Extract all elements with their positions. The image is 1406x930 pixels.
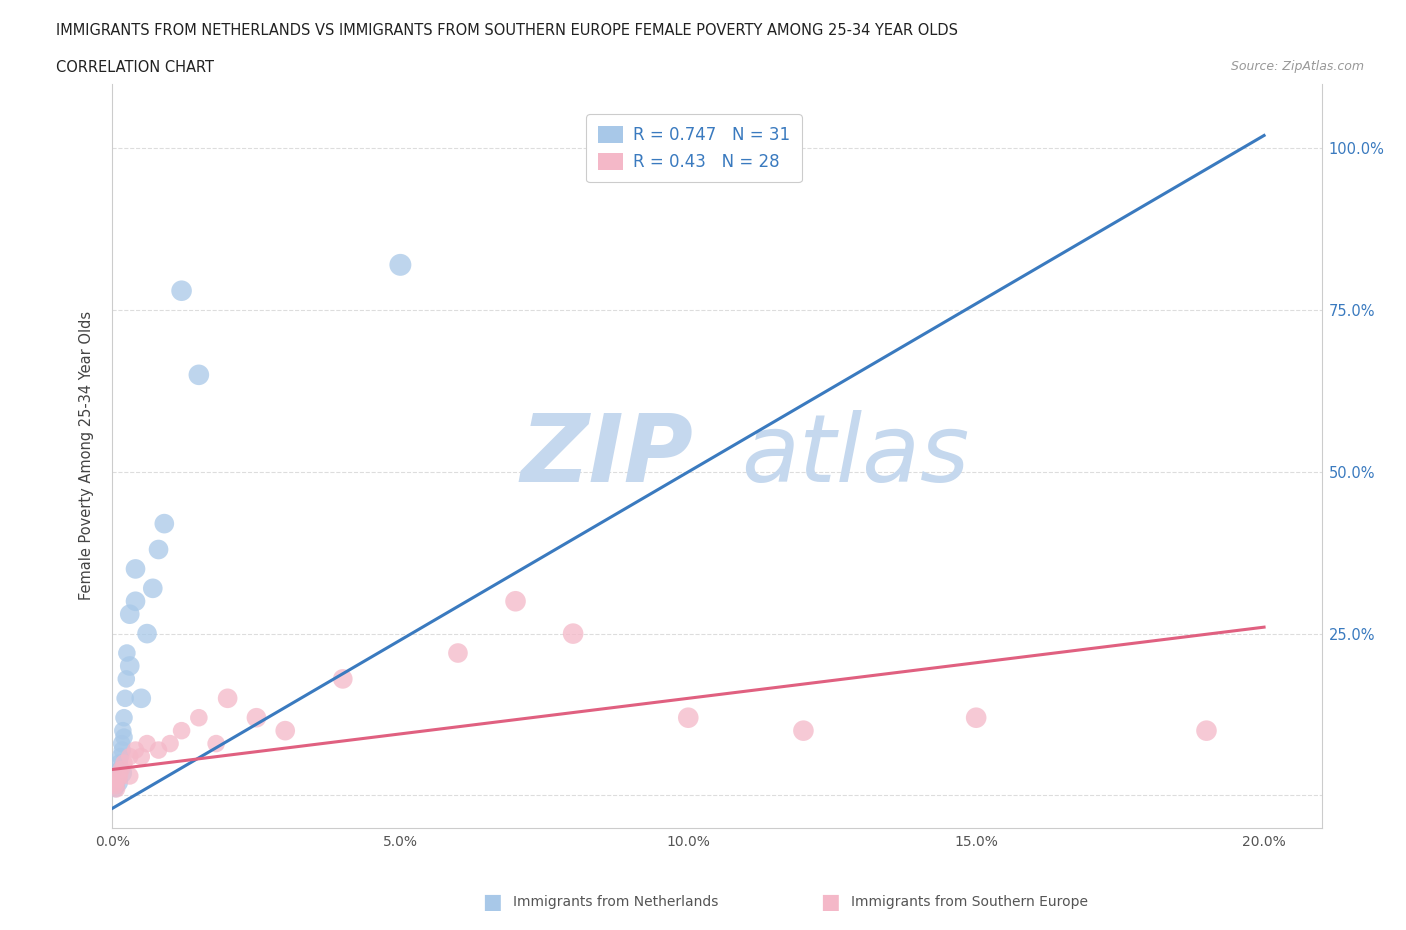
Point [112,755,135,770]
Point [148,542,170,557]
Text: IMMIGRANTS FROM NETHERLANDS VS IMMIGRANTS FROM SOUTHERN EUROPE FEMALE POVERTY AM: IMMIGRANTS FROM NETHERLANDS VS IMMIGRANT… [56,23,959,38]
Point [159,737,181,751]
Point [205,737,228,751]
Text: atlas: atlas [741,410,970,501]
Point [170,724,193,738]
Point [110,749,132,764]
Point [118,658,141,673]
Point [112,711,135,725]
Text: ■: ■ [820,892,839,912]
Point [103,775,125,790]
Point [136,626,159,641]
Point [104,778,127,793]
Point [187,367,209,382]
Text: ZIP: ZIP [520,410,693,501]
Point [124,743,146,758]
Point [245,711,267,725]
Point [104,781,127,796]
Point [111,737,134,751]
Point [107,772,129,787]
Point [105,781,128,796]
Point [505,594,527,609]
Point [112,730,135,745]
Point [108,755,131,770]
Point [148,743,170,758]
Text: Source: ZipAtlas.com: Source: ZipAtlas.com [1230,60,1364,73]
Point [678,711,700,725]
Point [129,749,152,764]
Text: ■: ■ [482,892,502,912]
Point [142,581,165,596]
Point [107,768,129,783]
Point [792,724,814,738]
Y-axis label: Female Poverty Among 25-34 Year Olds: Female Poverty Among 25-34 Year Olds [79,312,94,600]
Point [111,743,134,758]
Point [562,626,585,641]
Point [111,724,134,738]
Point [124,594,146,609]
Point [114,691,136,706]
Point [105,778,128,793]
Point [129,691,152,706]
Point [118,606,141,621]
Point [447,645,470,660]
Point [118,749,141,764]
Text: Immigrants from Southern Europe: Immigrants from Southern Europe [851,895,1088,910]
Point [110,765,132,780]
Point [124,562,146,577]
Point [187,711,209,725]
Point [108,762,131,777]
Point [107,768,129,783]
Point [105,772,128,787]
Point [115,671,138,686]
Point [118,768,141,783]
Point [217,691,239,706]
Point [274,724,297,738]
Point [1195,724,1218,738]
Point [153,516,176,531]
Text: Immigrants from Netherlands: Immigrants from Netherlands [513,895,718,910]
Point [170,284,193,299]
Point [115,645,138,660]
Point [389,258,412,272]
Point [136,737,159,751]
Point [103,775,125,790]
Legend: R = 0.747   N = 31, R = 0.43   N = 28: R = 0.747 N = 31, R = 0.43 N = 28 [586,114,801,182]
Point [965,711,987,725]
Point [107,775,129,790]
Point [648,141,671,156]
Point [110,762,132,777]
Point [332,671,354,686]
Text: CORRELATION CHART: CORRELATION CHART [56,60,214,75]
